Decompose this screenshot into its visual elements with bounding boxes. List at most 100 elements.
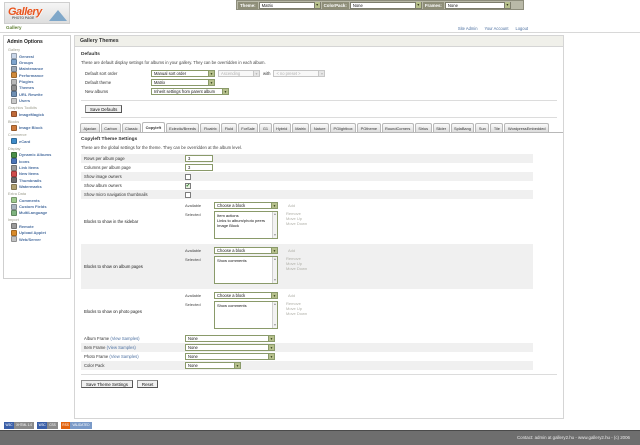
selected-blocks-listbox[interactable]: Show comments ▲ ▼ bbox=[214, 301, 278, 329]
sidebar-item-web-server[interactable]: Web/Server bbox=[11, 236, 68, 243]
add-block-button[interactable]: Add bbox=[288, 203, 296, 208]
sidebar-item-watermarks[interactable]: Watermarks bbox=[11, 183, 68, 190]
list-item[interactable]: Item actions bbox=[217, 213, 239, 218]
validation-badge[interactable]: W3C CSS bbox=[37, 422, 58, 429]
sidebar-item-thumbnails[interactable]: Thumbnails bbox=[11, 177, 68, 184]
sidebar-item-ecard[interactable]: eCard bbox=[11, 138, 68, 145]
tab-matrix[interactable]: Matrix bbox=[291, 123, 310, 132]
remove-block-button[interactable]: Remove bbox=[286, 256, 301, 261]
sidebar-item-themes[interactable]: Themes bbox=[11, 84, 68, 91]
available-block-select[interactable]: Choose a block ▼ bbox=[214, 202, 278, 209]
selected-blocks-listbox[interactable]: Show comments ▲ ▼ bbox=[214, 256, 278, 284]
sidebar-item-remote[interactable]: Remote bbox=[11, 223, 68, 230]
sidebar-item-dynamic-albums[interactable]: Dynamic Albums bbox=[11, 151, 68, 158]
remove-block-button[interactable]: Remove bbox=[286, 211, 301, 216]
tab-splabang[interactable]: SplaBang bbox=[450, 123, 475, 132]
tab-tile[interactable]: Tile bbox=[490, 123, 504, 132]
sidebar-item-general[interactable]: General bbox=[11, 53, 68, 59]
admin-link-your-account[interactable]: Your Account bbox=[484, 25, 509, 31]
validation-badge[interactable]: RSS VALIDATED bbox=[60, 422, 92, 429]
list-item[interactable]: Show comments bbox=[217, 258, 247, 263]
save-defaults-button[interactable]: Save Defaults bbox=[85, 105, 123, 113]
validation-badge[interactable]: W3C XHTML 1.0 bbox=[4, 422, 35, 429]
list-item[interactable]: Image Block bbox=[217, 223, 240, 228]
new-albums-select[interactable]: Inherit settings from parent album ▼ bbox=[151, 88, 229, 95]
default-sort-order-select[interactable]: Manual sort order ▼ bbox=[151, 70, 215, 77]
move-down-button[interactable]: Move Down bbox=[286, 311, 308, 317]
tab-slider[interactable]: Slider bbox=[432, 123, 450, 132]
preset-select[interactable]: < no preset > ▼ bbox=[273, 70, 326, 77]
tab-pglightbox[interactable]: PGlightbox bbox=[330, 123, 357, 132]
list-item[interactable]: Links to album/photo peers bbox=[217, 218, 266, 223]
view-samples-link[interactable]: (View Samples) bbox=[106, 345, 136, 350]
sidebar-item-performance[interactable]: Performance bbox=[11, 72, 68, 79]
add-block-button[interactable]: Add bbox=[288, 248, 296, 253]
sidebar-item-image-block[interactable]: Image Block bbox=[11, 124, 68, 131]
show-album-owners-checkbox[interactable]: ✔ bbox=[185, 182, 191, 189]
scroll-up-icon[interactable]: ▲ bbox=[273, 257, 277, 261]
frame-select[interactable]: None ▼ bbox=[185, 362, 241, 369]
sort-direction-select[interactable]: Ascending ▼ bbox=[218, 70, 260, 77]
tab-copyleft[interactable]: Copyleft bbox=[142, 122, 165, 132]
list-item[interactable]: Show comments bbox=[217, 303, 247, 308]
sidebar-item-link-items[interactable]: Link Items bbox=[11, 164, 68, 171]
selected-blocks-listbox[interactable]: Item actions Links to album/photo peers Im… bbox=[214, 211, 278, 239]
sidebar-item-imagemagick[interactable]: ImageMagick bbox=[11, 111, 68, 118]
tab-sun[interactable]: Sun bbox=[475, 123, 490, 132]
tab-forsale[interactable]: ForSale bbox=[237, 123, 259, 132]
tab-fluid[interactable]: Fluid bbox=[221, 123, 237, 132]
admin-link-site-admin[interactable]: Site Admin bbox=[457, 25, 478, 31]
theme-toolbar-frames-select[interactable]: None ▼ bbox=[444, 1, 511, 9]
listbox-scrollbar[interactable]: ▲ ▼ bbox=[272, 302, 277, 328]
tab-floatrix[interactable]: Floatrix bbox=[200, 123, 221, 132]
scroll-down-icon[interactable]: ▼ bbox=[273, 233, 277, 237]
tab-eclectic-breeds[interactable]: Eclectic/Breeds bbox=[165, 123, 200, 132]
frame-select[interactable]: None ▼ bbox=[185, 353, 275, 360]
scroll-up-icon[interactable]: ▲ bbox=[273, 302, 277, 306]
tab-ajaxian[interactable]: Ajaxian bbox=[80, 123, 100, 132]
scroll-down-icon[interactable]: ▼ bbox=[273, 323, 277, 327]
save-theme-settings-button[interactable]: Save Theme Settings bbox=[81, 380, 133, 388]
tab-g1[interactable]: G1 bbox=[259, 123, 272, 132]
scroll-down-icon[interactable]: ▼ bbox=[273, 278, 277, 282]
tab-carbon[interactable]: Carbon bbox=[100, 123, 121, 132]
admin-link-logout[interactable]: Logout bbox=[515, 25, 528, 31]
tab-nature[interactable]: Nature bbox=[310, 123, 330, 132]
breadcrumb[interactable]: Gallery bbox=[6, 25, 22, 30]
sidebar-item-maintenance[interactable]: Maintenance bbox=[11, 65, 68, 72]
view-samples-link[interactable]: (View Samples) bbox=[110, 336, 140, 341]
sidebar-item-groups[interactable]: Groups bbox=[11, 59, 68, 66]
tab-hybrid[interactable]: Hybrid bbox=[272, 123, 291, 132]
theme-toolbar-colorpack-select[interactable]: None ▼ bbox=[349, 1, 422, 9]
tab-classic[interactable]: Classic bbox=[121, 123, 142, 132]
move-down-button[interactable]: Move Down bbox=[286, 221, 308, 227]
cols-per-page-input[interactable]: 3 bbox=[185, 164, 213, 171]
add-block-button[interactable]: Add bbox=[288, 293, 296, 298]
sidebar-item-plugins[interactable]: Plugins bbox=[11, 78, 68, 85]
show-image-owners-checkbox[interactable] bbox=[185, 173, 191, 180]
view-samples-link[interactable]: (View Samples) bbox=[109, 354, 139, 359]
remove-block-button[interactable]: Remove bbox=[286, 301, 301, 306]
sidebar-item-new-items[interactable]: New Items bbox=[11, 170, 68, 177]
tab-roundcorners[interactable]: RoundCorners bbox=[381, 123, 414, 132]
move-up-button[interactable]: Move Up bbox=[286, 306, 303, 312]
tab-pgtheme[interactable]: PGtheme bbox=[357, 123, 381, 132]
sidebar-item-custom-fields[interactable]: Custom Fields bbox=[11, 203, 68, 210]
scroll-up-icon[interactable]: ▲ bbox=[273, 212, 277, 216]
tab-sirius[interactable]: Sirius bbox=[414, 123, 432, 132]
frame-select[interactable]: None ▼ bbox=[185, 335, 275, 342]
show-micro-nav-checkbox[interactable] bbox=[185, 191, 191, 198]
move-down-button[interactable]: Move Down bbox=[286, 266, 308, 272]
sidebar-item-multilanguage[interactable]: MultiLanguage bbox=[11, 209, 68, 216]
sidebar-item-comments[interactable]: Comments bbox=[11, 197, 68, 204]
available-block-select[interactable]: Choose a block ▼ bbox=[214, 247, 278, 254]
tab-wordpressembedded[interactable]: WordpressEmbedded bbox=[504, 123, 550, 132]
theme-toolbar-theme-select[interactable]: Matrix ▼ bbox=[258, 1, 321, 9]
default-theme-select[interactable]: Matrix ▼ bbox=[151, 79, 215, 86]
sidebar-item-icons[interactable]: Icons bbox=[11, 158, 68, 165]
reset-button[interactable]: Reset bbox=[136, 380, 159, 388]
move-up-button[interactable]: Move Up bbox=[286, 216, 303, 222]
listbox-scrollbar[interactable]: ▲ ▼ bbox=[272, 257, 277, 283]
available-block-select[interactable]: Choose a block ▼ bbox=[214, 292, 278, 299]
sidebar-item-url-rewrite[interactable]: URL Rewrite bbox=[11, 91, 68, 98]
